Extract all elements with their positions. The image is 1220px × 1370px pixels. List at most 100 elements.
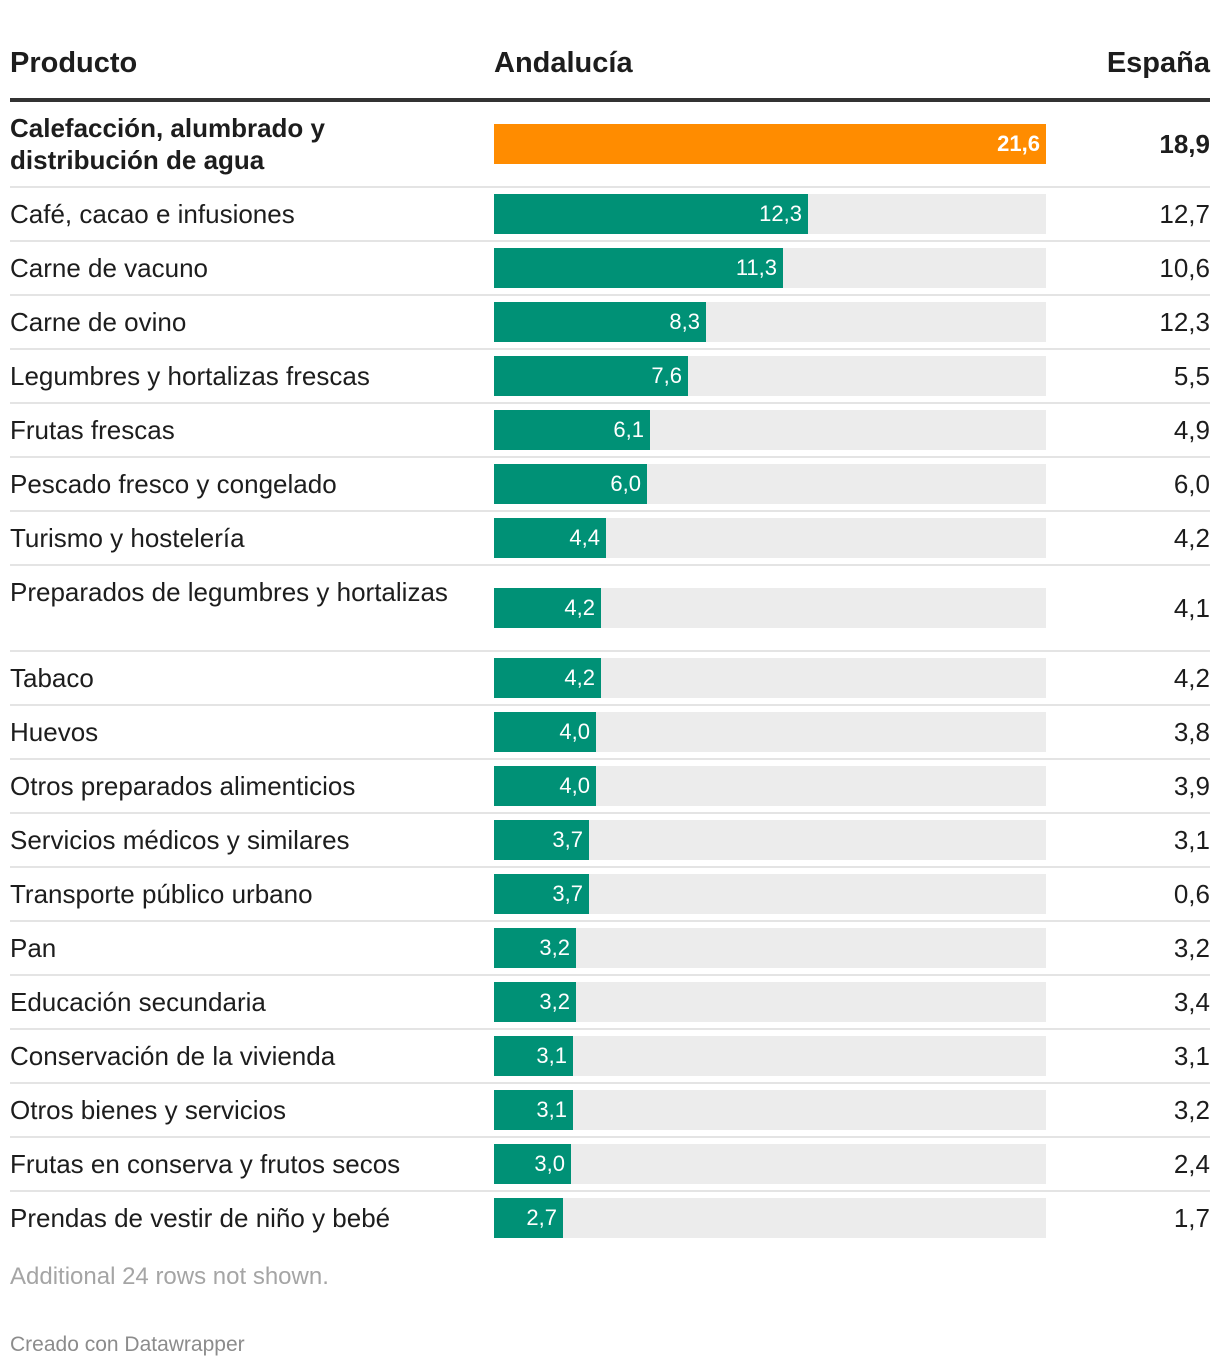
bar-andalucia: 6,0 (494, 464, 647, 504)
row-product-label: Frutas en conserva y frutos secos (10, 1149, 401, 1179)
row-product-label: Transporte público urbano (10, 879, 313, 909)
bar-value-label: 12,3 (759, 201, 802, 226)
bar-andalucia: 4,2 (494, 588, 601, 628)
bar-andalucia: 3,7 (494, 820, 589, 860)
espana-value: 3,2 (1173, 1095, 1210, 1125)
bar-track: 3,0 (494, 1144, 1046, 1184)
bar-andalucia: 3,7 (494, 874, 589, 914)
bar-track: 4,0 (494, 766, 1046, 806)
table-row: Otros preparados alimenticios 4,0 3,9 (10, 760, 1210, 814)
row-product-label: Prendas de vestir de niño y bebé (10, 1203, 391, 1233)
bar-value-label: 3,7 (552, 827, 583, 852)
row-separator (10, 1136, 1210, 1138)
bar-track: 21,6 (494, 124, 1046, 164)
row-separator (10, 1028, 1210, 1030)
table-row: Conservación de la vivienda 3,1 3,1 (10, 1030, 1210, 1084)
espana-value: 4,9 (1173, 415, 1210, 445)
row-separator (10, 1190, 1210, 1192)
bar-value-label: 21,6 (997, 131, 1040, 156)
bar-value-label: 7,6 (651, 363, 682, 388)
espana-value: 4,1 (1173, 593, 1210, 623)
row-product-label: Carne de ovino (10, 307, 187, 337)
row-product-label: Otros preparados alimenticios (10, 771, 356, 801)
table-row: Turismo y hostelería 4,4 4,2 (10, 512, 1210, 566)
bar-value-label: 6,1 (613, 417, 644, 442)
bar-value-label: 2,7 (526, 1205, 557, 1230)
bar-value-label: 4,2 (564, 665, 595, 690)
table-row: Pan 3,2 3,2 (10, 922, 1210, 976)
table-row: Carne de ovino 8,3 12,3 (10, 296, 1210, 350)
bar-value-label: 4,0 (559, 773, 590, 798)
bar-track: 4,0 (494, 712, 1046, 752)
row-separator (10, 294, 1210, 296)
row-separator (10, 704, 1210, 706)
espana-value: 3,9 (1173, 771, 1210, 801)
bar-andalucia: 3,1 (494, 1036, 573, 1076)
bar-value-label: 3,2 (539, 935, 570, 960)
row-separator (10, 564, 1210, 566)
table-row: Prendas de vestir de niño y bebé 2,7 1,7 (10, 1192, 1210, 1246)
bar-track: 11,3 (494, 248, 1046, 288)
table-row: Pescado fresco y congelado 6,0 6,0 (10, 458, 1210, 512)
row-separator (10, 348, 1210, 350)
bar-andalucia: 4,2 (494, 658, 601, 698)
bar-track: 3,1 (494, 1036, 1046, 1076)
bar-track: 6,0 (494, 464, 1046, 504)
espana-value: 4,2 (1173, 523, 1210, 553)
bar-track: 2,7 (494, 1198, 1046, 1238)
row-product-label: Tabaco (10, 663, 94, 693)
table-row: Carne de vacuno 11,3 10,6 (10, 242, 1210, 296)
espana-value: 5,5 (1173, 361, 1210, 391)
espana-value: 1,7 (1173, 1203, 1210, 1233)
bar-andalucia: 3,2 (494, 928, 576, 968)
bar-value-label: 8,3 (669, 309, 700, 334)
espana-value: 12,3 (1159, 307, 1210, 337)
row-product-label: Legumbres y hortalizas frescas (10, 361, 370, 391)
datawrapper-credit: Creado con Datawrapper (10, 1333, 245, 1356)
espana-value: 3,2 (1173, 933, 1210, 963)
row-separator (10, 186, 1210, 188)
row-product-label: Turismo y hostelería (10, 523, 245, 553)
bar-andalucia: 2,7 (494, 1198, 563, 1238)
row-product-label: Frutas frescas (10, 415, 175, 445)
row-separator (10, 650, 1210, 652)
bar-value-label: 3,1 (536, 1043, 567, 1068)
row-product-label: Pan (10, 933, 57, 963)
bar-track: 4,4 (494, 518, 1046, 558)
bar-track: 4,2 (494, 588, 1046, 628)
row-separator (10, 456, 1210, 458)
row-product-label: Carne de vacuno (10, 253, 209, 283)
row-product-label: Otros bienes y servicios (10, 1095, 286, 1125)
column-header-espana: España (1106, 47, 1210, 79)
bar-track: 7,6 (494, 356, 1046, 396)
table-row: Preparados de legumbres y hortalizas 4,2 4… (10, 566, 1210, 652)
bar-andalucia: 3,2 (494, 982, 576, 1022)
row-separator (10, 1082, 1210, 1084)
row-separator (10, 510, 1210, 512)
bar-track: 3,7 (494, 874, 1046, 914)
bar-track: 3,2 (494, 928, 1046, 968)
table-row: Tabaco 4,2 4,2 (10, 652, 1210, 706)
bar-andalucia: 12,3 (494, 194, 808, 234)
espana-value: 18,9 (1159, 129, 1210, 159)
espana-value: 4,2 (1173, 663, 1210, 693)
column-header-product: Producto (10, 47, 138, 79)
table-row: Servicios médicos y similares 3,7 3,1 (10, 814, 1210, 868)
row-product-label: Servicios médicos y similares (10, 825, 350, 855)
table-row: Frutas frescas 6,1 4,9 (10, 404, 1210, 458)
table-row: Transporte público urbano 3,7 0,6 (10, 868, 1210, 922)
bar-andalucia: 3,1 (494, 1090, 573, 1130)
table-row: Educación secundaria 3,2 3,4 (10, 976, 1210, 1030)
row-separator (10, 866, 1210, 868)
bar-andalucia: 11,3 (494, 248, 783, 288)
bar-track: 4,2 (494, 658, 1046, 698)
espana-value: 3,8 (1173, 717, 1210, 747)
espana-value: 3,1 (1173, 1041, 1210, 1071)
row-separator (10, 758, 1210, 760)
row-separator (10, 920, 1210, 922)
bar-track: 12,3 (494, 194, 1046, 234)
bar-andalucia-highlight: 21,6 (494, 124, 1046, 164)
bar-track: 8,3 (494, 302, 1046, 342)
bar-value-label: 4,2 (564, 595, 595, 620)
bar-andalucia: 4,0 (494, 766, 596, 806)
